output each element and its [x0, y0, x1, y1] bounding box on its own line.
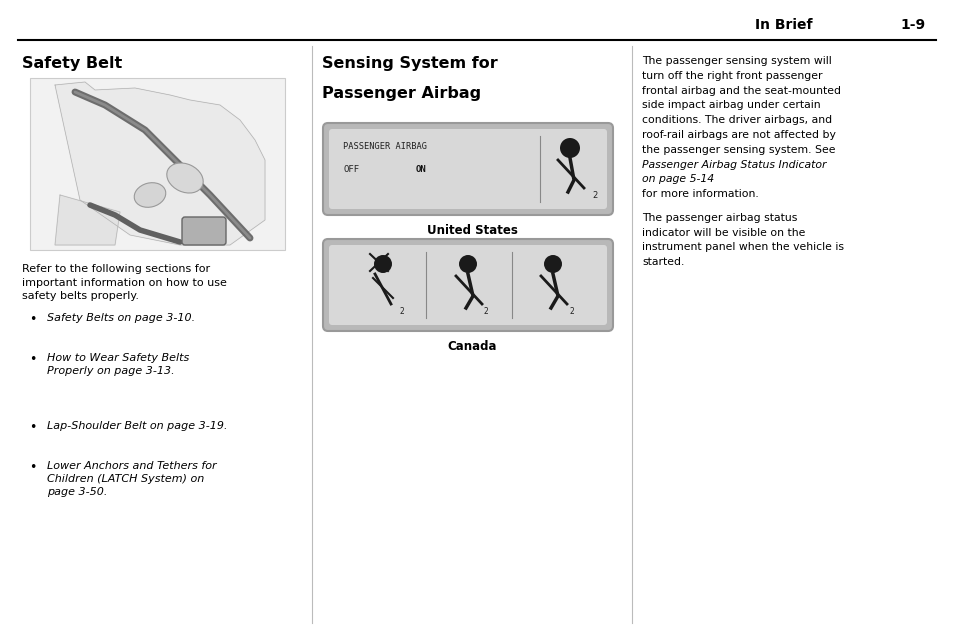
Ellipse shape: [134, 182, 166, 207]
Text: instrument panel when the vehicle is: instrument panel when the vehicle is: [641, 242, 843, 253]
Text: Lap-Shoulder Belt on page 3-19.: Lap-Shoulder Belt on page 3-19.: [47, 421, 227, 431]
Text: •: •: [29, 421, 36, 434]
Polygon shape: [55, 195, 120, 245]
Text: In Brief: In Brief: [754, 18, 812, 32]
Bar: [30, 78, 285, 250]
Text: Sensing System for: Sensing System for: [322, 56, 497, 71]
Circle shape: [559, 138, 579, 158]
Text: Lower Anchors and Tethers for
Children (LATCH System) on
page 3-50.: Lower Anchors and Tethers for Children (…: [47, 461, 216, 498]
Text: the passenger sensing system. See: the passenger sensing system. See: [641, 145, 835, 155]
Text: Refer to the following sections for
important information on how to use
safety b: Refer to the following sections for impo…: [22, 264, 227, 301]
FancyBboxPatch shape: [323, 123, 613, 215]
Text: The passenger sensing system will: The passenger sensing system will: [641, 56, 831, 66]
Text: OFF: OFF: [343, 165, 358, 174]
Circle shape: [543, 255, 561, 273]
Text: indicator will be visible on the: indicator will be visible on the: [641, 228, 804, 238]
Text: Passenger Airbag: Passenger Airbag: [322, 86, 480, 101]
FancyBboxPatch shape: [323, 239, 613, 331]
Circle shape: [458, 255, 476, 273]
Text: 1-9: 1-9: [899, 18, 924, 32]
Polygon shape: [55, 82, 265, 245]
Text: roof-rail airbags are not affected by: roof-rail airbags are not affected by: [641, 130, 835, 140]
Text: Safety Belts on page 3-10.: Safety Belts on page 3-10.: [47, 313, 195, 323]
Text: 2: 2: [592, 191, 597, 200]
Text: PASSENGER AIRBAG: PASSENGER AIRBAG: [343, 142, 427, 151]
Text: Canada: Canada: [447, 340, 497, 353]
Text: 2: 2: [483, 307, 488, 316]
Text: How to Wear Safety Belts
Properly on page 3-13.: How to Wear Safety Belts Properly on pag…: [47, 353, 189, 376]
Text: •: •: [29, 313, 36, 326]
FancyBboxPatch shape: [329, 245, 606, 325]
Circle shape: [374, 255, 392, 273]
Text: ON: ON: [416, 165, 426, 174]
Text: started.: started.: [641, 257, 683, 267]
Text: The passenger airbag status: The passenger airbag status: [641, 213, 797, 223]
Text: •: •: [29, 353, 36, 366]
Ellipse shape: [167, 163, 203, 193]
Text: on page 5-14: on page 5-14: [641, 174, 714, 184]
Text: turn off the right front passenger: turn off the right front passenger: [641, 71, 821, 81]
Text: conditions. The driver airbags, and: conditions. The driver airbags, and: [641, 115, 831, 125]
Text: 2: 2: [398, 307, 403, 316]
FancyBboxPatch shape: [182, 217, 226, 245]
Text: for more information.: for more information.: [641, 189, 758, 199]
Text: 2: 2: [568, 307, 573, 316]
Text: •: •: [29, 461, 36, 474]
Text: frontal airbag and the seat-mounted: frontal airbag and the seat-mounted: [641, 85, 841, 96]
Text: Safety Belt: Safety Belt: [22, 56, 122, 71]
Text: Passenger Airbag Status Indicator: Passenger Airbag Status Indicator: [641, 160, 825, 170]
Text: side impact airbag under certain: side impact airbag under certain: [641, 100, 820, 110]
Text: United States: United States: [426, 224, 517, 237]
FancyBboxPatch shape: [329, 129, 606, 209]
